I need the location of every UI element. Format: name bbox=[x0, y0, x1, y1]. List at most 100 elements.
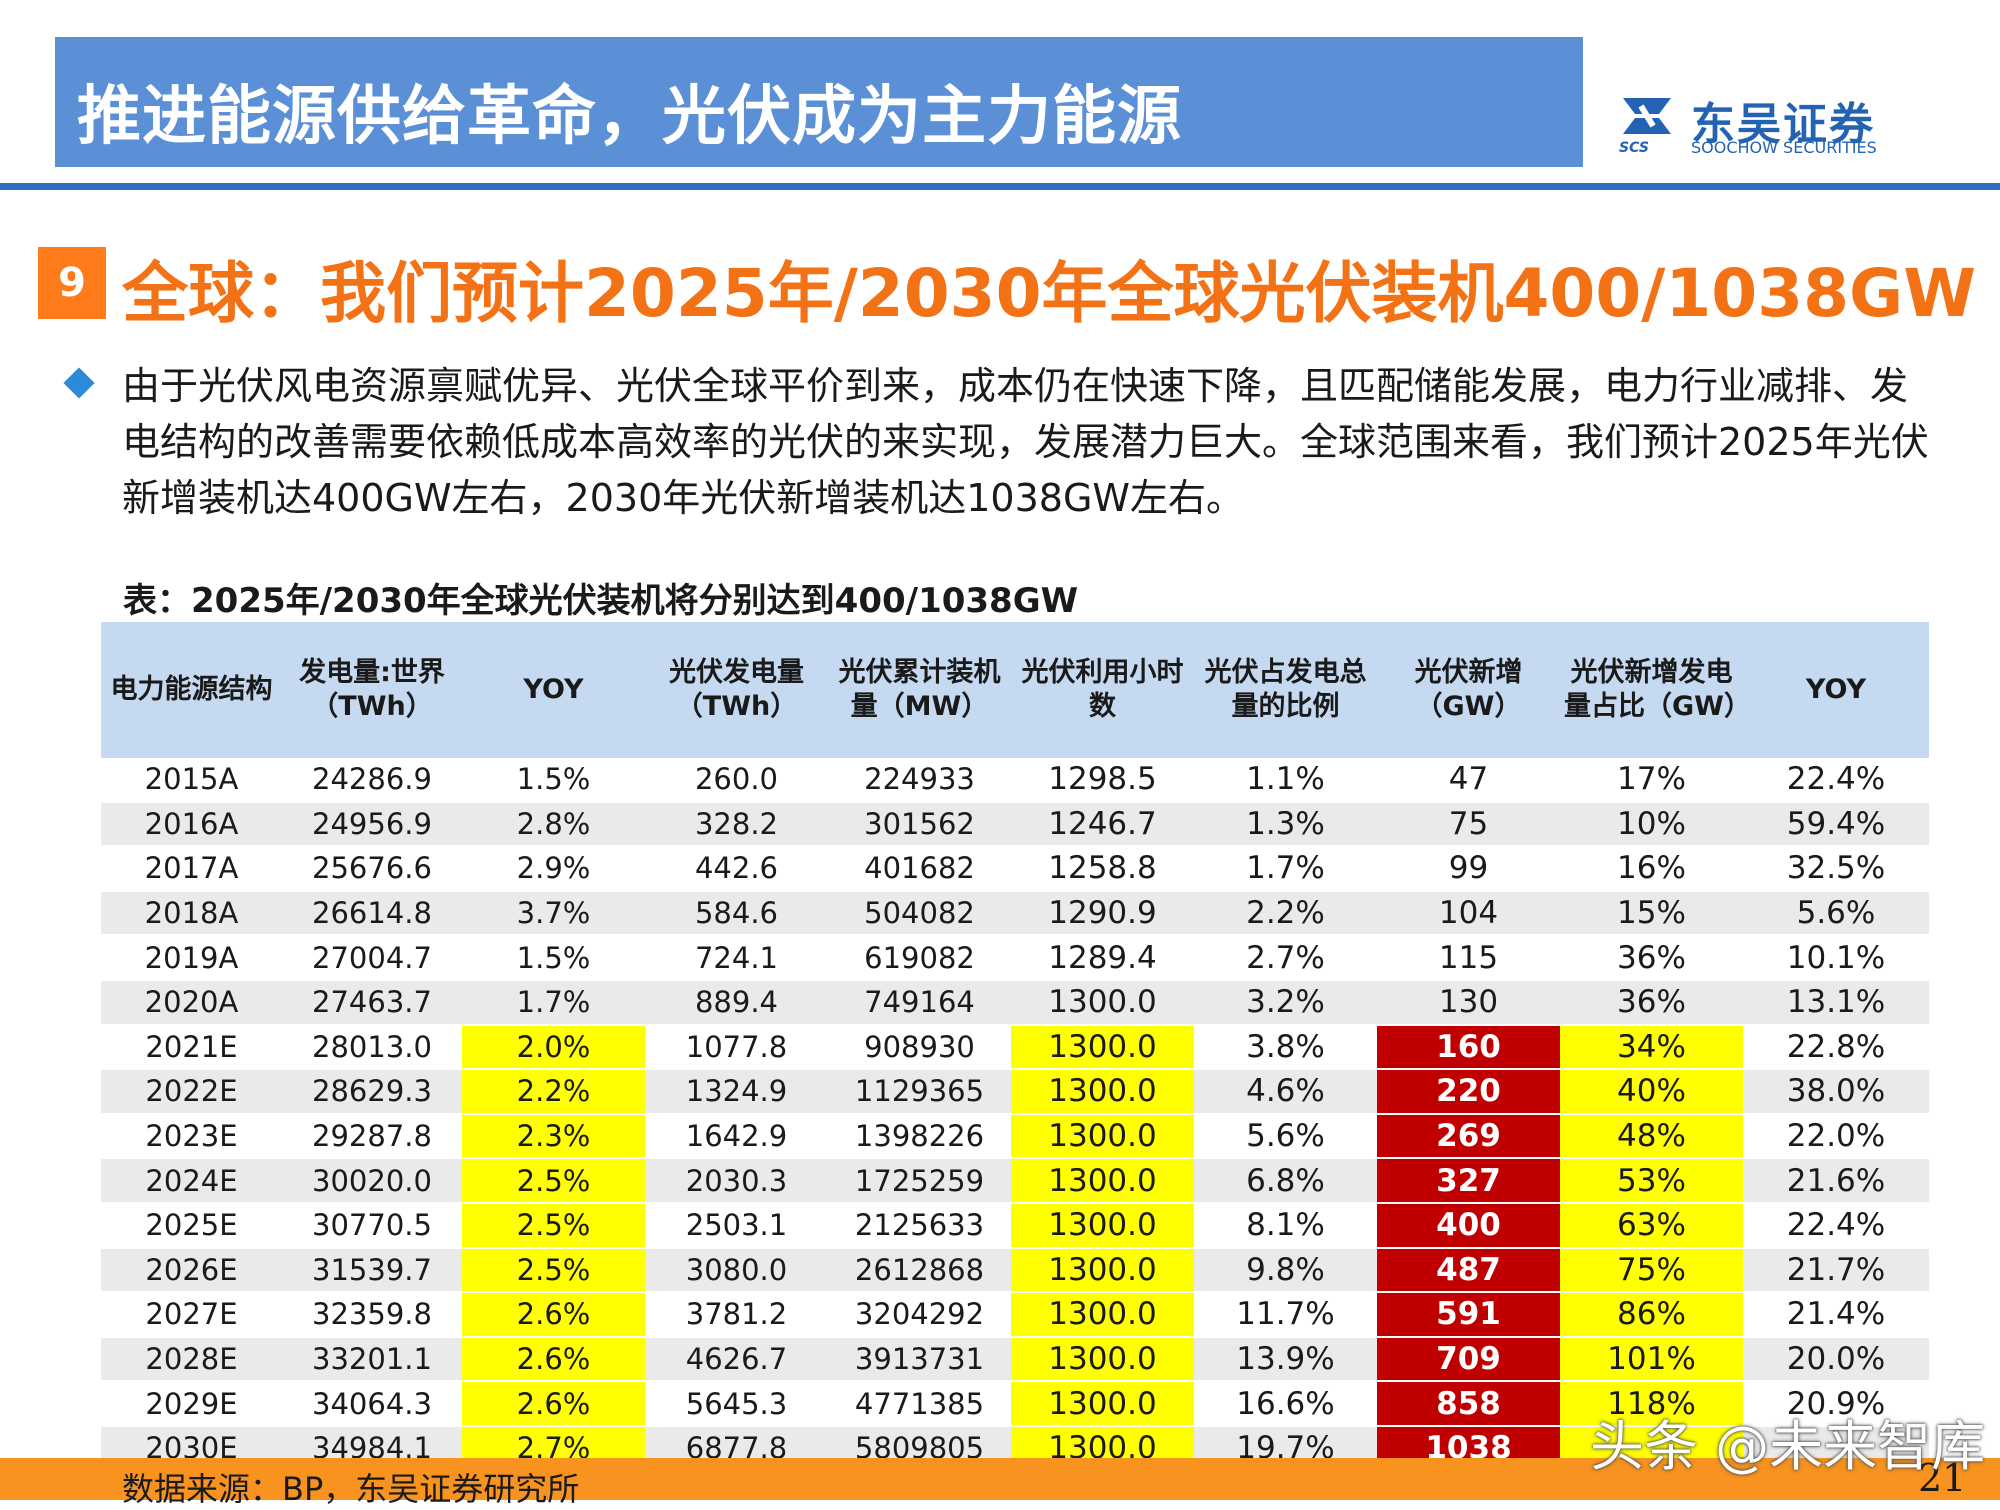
company-logo: SCS 东吴证券 SOOCHOW SECURITIES bbox=[1615, 88, 1955, 158]
table-cell: 101% bbox=[1560, 1336, 1743, 1383]
table-row: 2029E 34064.3 2.6% 5645.3 4771385 1300.0 16.6%… bbox=[101, 1381, 1929, 1427]
table-cell: 34064.3 bbox=[282, 1381, 462, 1427]
table-cell: 30020.0 bbox=[282, 1158, 462, 1204]
table-cell: 36% bbox=[1560, 979, 1743, 1026]
table-row: 2022E 28629.3 2.2% 1324.9 1129365 1300.0 4.6% 2… bbox=[101, 1069, 1929, 1115]
table-caption: 表：2025年/2030年全球光伏装机将分别达到400/1038GW bbox=[123, 581, 1079, 621]
table-cell: 2027E bbox=[101, 1292, 282, 1338]
table-cell: 584.6 bbox=[645, 890, 828, 937]
table-cell: 1642.9 bbox=[645, 1113, 828, 1160]
table-cell: 53% bbox=[1560, 1158, 1743, 1204]
table-cell: 2019A bbox=[101, 935, 282, 981]
table-row: 2015A 24286.9 1.5% 260.0 224933 1298.5 1.1% 47 1… bbox=[101, 758, 1929, 803]
table-cell: 5645.3 bbox=[645, 1381, 828, 1427]
table-cell: 15% bbox=[1560, 890, 1743, 937]
column-header: 光伏新增（GW） bbox=[1377, 622, 1560, 758]
table-cell: 47 bbox=[1377, 758, 1560, 803]
table-cell: 487 bbox=[1377, 1247, 1560, 1294]
table-row: 2019A 27004.7 1.5% 724.1 619082 1289.4 2.7% 115… bbox=[101, 935, 1929, 981]
table-cell: 2503.1 bbox=[645, 1202, 828, 1249]
table-cell: 1725259 bbox=[828, 1158, 1011, 1204]
table-cell: 2612868 bbox=[828, 1247, 1011, 1294]
table-cell: 33201.1 bbox=[282, 1336, 462, 1383]
table-cell: 2.5% bbox=[462, 1158, 645, 1204]
header-divider bbox=[0, 183, 2000, 190]
table-cell: 2016A bbox=[101, 801, 282, 848]
table-cell: 4.6% bbox=[1194, 1069, 1377, 1115]
table-cell: 3.2% bbox=[1194, 979, 1377, 1026]
table-cell: 3.8% bbox=[1194, 1024, 1377, 1071]
table-row: 2025E 30770.5 2.5% 2503.1 2125633 1300.0 8.1% 4… bbox=[101, 1202, 1929, 1249]
table-row: 2018A 26614.8 3.7% 584.6 504082 1290.9 2.2% 104… bbox=[101, 890, 1929, 937]
table-cell: 4771385 bbox=[828, 1381, 1011, 1427]
table-cell: 13.1% bbox=[1743, 979, 1929, 1026]
table-cell: 619082 bbox=[828, 935, 1011, 981]
table-cell: 2025E bbox=[101, 1202, 282, 1249]
table-cell: 2.7% bbox=[1194, 935, 1377, 981]
table-cell: 21.7% bbox=[1743, 1247, 1929, 1294]
table-cell: 22.4% bbox=[1743, 1202, 1929, 1249]
table-cell: 1.1% bbox=[1194, 758, 1377, 803]
table-cell: 1.7% bbox=[1194, 846, 1377, 892]
table-cell: 118% bbox=[1560, 1381, 1743, 1427]
table-cell: 20.9% bbox=[1743, 1381, 1929, 1427]
table-cell: 59.4% bbox=[1743, 801, 1929, 848]
table-cell: 1.7% bbox=[462, 979, 645, 1026]
table-cell: 26614.8 bbox=[282, 890, 462, 937]
body-paragraph: 由于光伏风电资源禀赋优异、光伏全球平价到来，成本仍在快速下降，且匹配储能发展，电… bbox=[122, 364, 1929, 520]
table-cell: 22.4% bbox=[1743, 758, 1929, 803]
table-cell: 2.6% bbox=[462, 1336, 645, 1383]
table-cell: 591 bbox=[1377, 1292, 1560, 1338]
table-cell: 2.2% bbox=[1194, 890, 1377, 937]
table-cell: 2.6% bbox=[462, 1292, 645, 1338]
table-cell: 3204292 bbox=[828, 1292, 1011, 1338]
page-title: 推进能源供给革命，光伏成为主力能源 bbox=[77, 80, 1182, 154]
table-cell: 1.5% bbox=[462, 935, 645, 981]
table-cell: 1300.0 bbox=[1011, 1292, 1194, 1338]
table-cell: 75% bbox=[1560, 1247, 1743, 1294]
title-bar: 推进能源供给革命，光伏成为主力能源 bbox=[55, 37, 1583, 167]
table-cell: 1300.0 bbox=[1011, 1247, 1194, 1294]
soochow-logo-icon bbox=[1623, 98, 1671, 134]
table-cell: 3913731 bbox=[828, 1336, 1011, 1383]
table-cell: 1129365 bbox=[828, 1069, 1011, 1115]
table-cell: 1077.8 bbox=[645, 1024, 828, 1071]
table-cell: 2029E bbox=[101, 1381, 282, 1427]
table-cell: 22.8% bbox=[1743, 1024, 1929, 1071]
table-cell: 1300.0 bbox=[1011, 1202, 1194, 1249]
table-cell: 2017A bbox=[101, 846, 282, 892]
table-cell: 1300.0 bbox=[1011, 1381, 1194, 1427]
table-cell: 2015A bbox=[101, 758, 282, 803]
table-cell: 2.0% bbox=[462, 1024, 645, 1071]
column-header: 发电量:世界（TWh） bbox=[282, 622, 462, 758]
table-cell: 400 bbox=[1377, 1202, 1560, 1249]
table-cell: 220 bbox=[1377, 1069, 1560, 1115]
table-cell: 1290.9 bbox=[1011, 890, 1194, 937]
table-cell: 504082 bbox=[828, 890, 1011, 937]
table-cell: 1300.0 bbox=[1011, 1113, 1194, 1160]
table-cell: 224933 bbox=[828, 758, 1011, 803]
table-row: 2023E 29287.8 2.3% 1642.9 1398226 1300.0 5.6% 2… bbox=[101, 1113, 1929, 1160]
table-row: 2016A 24956.9 2.8% 328.2 301562 1246.7 1.3% 75 1… bbox=[101, 801, 1929, 848]
data-source: 数据来源：BP，东吴证券研究所 bbox=[122, 1470, 580, 1508]
table-cell: 38.0% bbox=[1743, 1069, 1929, 1115]
table-row: 2020A 27463.7 1.7% 889.4 749164 1300.0 3.2% 130… bbox=[101, 979, 1929, 1026]
diamond-bullet-icon bbox=[63, 367, 95, 399]
table-cell: 749164 bbox=[828, 979, 1011, 1026]
table-cell: 327 bbox=[1377, 1158, 1560, 1204]
table-cell: 40% bbox=[1560, 1069, 1743, 1115]
table-cell: 10.1% bbox=[1743, 935, 1929, 981]
table-cell: 269 bbox=[1377, 1113, 1560, 1160]
table-cell: 2.5% bbox=[462, 1247, 645, 1294]
section-number-badge: 9 bbox=[38, 247, 106, 319]
table-cell: 28013.0 bbox=[282, 1024, 462, 1071]
table-cell: 24956.9 bbox=[282, 801, 462, 848]
table-cell: 4626.7 bbox=[645, 1336, 828, 1383]
table-cell: 1246.7 bbox=[1011, 801, 1194, 848]
table-cell: 1289.4 bbox=[1011, 935, 1194, 981]
table-cell: 1.5% bbox=[462, 758, 645, 803]
table-cell: 2023E bbox=[101, 1113, 282, 1160]
table-cell: 2024E bbox=[101, 1158, 282, 1204]
table-cell: 17% bbox=[1560, 758, 1743, 803]
table-cell: 2030.3 bbox=[645, 1158, 828, 1204]
